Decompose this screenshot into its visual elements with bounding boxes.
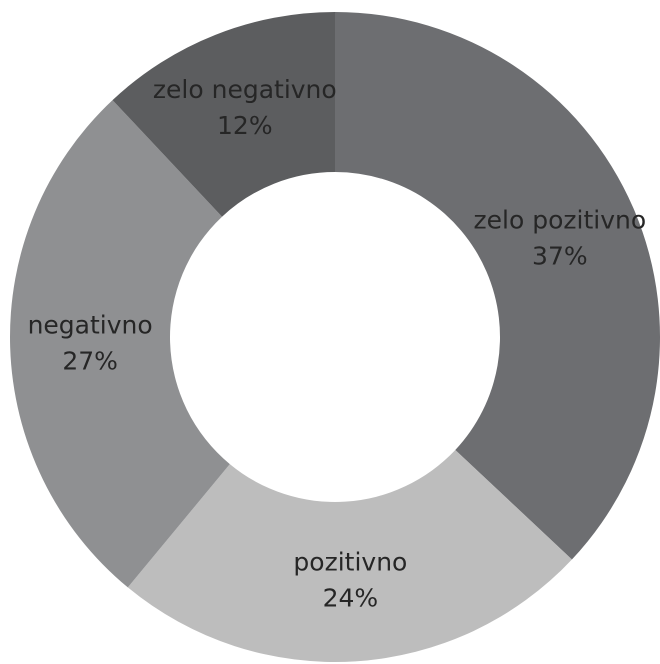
- segment-value-label: 27%: [62, 347, 118, 376]
- donut-segment: [112, 12, 336, 217]
- segment-label: zelo pozitivno: [474, 206, 647, 235]
- donut-segment: [335, 12, 660, 560]
- segment-value-label: 12%: [217, 111, 273, 140]
- donut-segment: [9, 100, 230, 588]
- segment-label: pozitivno: [293, 548, 407, 577]
- segment-value-label: 37%: [532, 242, 588, 271]
- segment-value-label: 24%: [323, 584, 379, 613]
- segment-label: negativno: [28, 311, 153, 340]
- segment-label: zelo negativno: [153, 75, 337, 104]
- donut-segment: [127, 449, 572, 662]
